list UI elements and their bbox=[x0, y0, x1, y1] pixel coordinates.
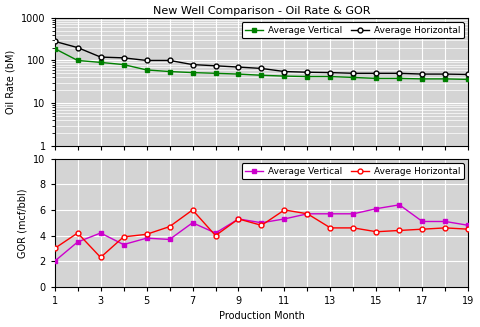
Average Horizontal bbox=[167, 225, 172, 229]
Average Vertical bbox=[52, 46, 58, 50]
Average Vertical bbox=[236, 72, 241, 76]
Average Horizontal bbox=[144, 232, 149, 236]
Average Horizontal bbox=[190, 63, 195, 67]
Average Vertical bbox=[259, 221, 264, 225]
Average Vertical bbox=[190, 221, 195, 225]
Average Vertical bbox=[327, 75, 333, 78]
Average Horizontal bbox=[396, 229, 402, 232]
Average Horizontal bbox=[75, 46, 81, 50]
Line: Average Horizontal: Average Horizontal bbox=[52, 208, 471, 260]
Line: Average Vertical: Average Vertical bbox=[52, 46, 471, 82]
Average Vertical bbox=[52, 259, 58, 263]
Average Horizontal bbox=[305, 70, 311, 74]
Average Vertical bbox=[144, 68, 149, 72]
Average Horizontal bbox=[420, 72, 425, 76]
Average Vertical bbox=[327, 212, 333, 216]
Average Horizontal bbox=[167, 59, 172, 62]
Average Vertical bbox=[396, 203, 402, 207]
Average Horizontal bbox=[350, 71, 356, 75]
Average Vertical bbox=[282, 74, 288, 78]
Average Vertical bbox=[236, 217, 241, 221]
Average Horizontal bbox=[466, 227, 471, 231]
Average Vertical bbox=[373, 207, 379, 211]
Average Horizontal bbox=[396, 71, 402, 75]
Average Horizontal bbox=[52, 39, 58, 43]
Average Vertical bbox=[466, 223, 471, 227]
Average Vertical bbox=[420, 77, 425, 81]
Average Vertical bbox=[120, 243, 126, 247]
Average Vertical bbox=[190, 71, 195, 75]
Average Vertical bbox=[350, 76, 356, 79]
Average Vertical bbox=[259, 73, 264, 77]
Average Vertical bbox=[466, 77, 471, 81]
Average Horizontal bbox=[420, 227, 425, 231]
Average Horizontal bbox=[52, 247, 58, 250]
Average Horizontal bbox=[466, 73, 471, 77]
Average Vertical bbox=[98, 60, 104, 64]
Average Vertical bbox=[305, 75, 311, 78]
Average Vertical bbox=[420, 219, 425, 223]
Average Vertical bbox=[213, 231, 218, 235]
Average Horizontal bbox=[282, 70, 288, 74]
Average Vertical bbox=[443, 219, 448, 223]
Average Vertical bbox=[282, 217, 288, 221]
Average Vertical bbox=[98, 231, 104, 235]
Title: New Well Comparison - Oil Rate & GOR: New Well Comparison - Oil Rate & GOR bbox=[153, 6, 370, 16]
Average Horizontal bbox=[98, 55, 104, 59]
Average Horizontal bbox=[236, 65, 241, 69]
Average Horizontal bbox=[350, 226, 356, 230]
Average Vertical bbox=[120, 63, 126, 67]
Line: Average Vertical: Average Vertical bbox=[52, 202, 471, 264]
Average Vertical bbox=[213, 71, 218, 75]
Average Horizontal bbox=[259, 223, 264, 227]
X-axis label: Production Month: Production Month bbox=[218, 311, 304, 321]
Average Vertical bbox=[373, 77, 379, 80]
Average Horizontal bbox=[213, 233, 218, 237]
Average Vertical bbox=[396, 77, 402, 80]
Average Horizontal bbox=[327, 226, 333, 230]
Average Horizontal bbox=[373, 230, 379, 234]
Line: Average Horizontal: Average Horizontal bbox=[52, 39, 471, 77]
Average Horizontal bbox=[305, 212, 311, 216]
Average Horizontal bbox=[282, 208, 288, 212]
Average Vertical bbox=[144, 236, 149, 240]
Average Horizontal bbox=[443, 226, 448, 230]
Y-axis label: GOR (mcf/bbl): GOR (mcf/bbl) bbox=[18, 188, 28, 258]
Legend: Average Vertical, Average Horizontal: Average Vertical, Average Horizontal bbox=[241, 163, 464, 180]
Average Horizontal bbox=[144, 59, 149, 62]
Average Horizontal bbox=[120, 56, 126, 60]
Average Horizontal bbox=[373, 71, 379, 75]
Average Vertical bbox=[167, 237, 172, 241]
Y-axis label: Oil Rate (bM): Oil Rate (bM) bbox=[6, 50, 15, 114]
Average Vertical bbox=[305, 212, 311, 216]
Average Vertical bbox=[167, 70, 172, 74]
Average Horizontal bbox=[443, 72, 448, 76]
Average Horizontal bbox=[213, 64, 218, 68]
Average Horizontal bbox=[98, 255, 104, 259]
Legend: Average Vertical, Average Horizontal: Average Vertical, Average Horizontal bbox=[241, 22, 464, 39]
Average Horizontal bbox=[327, 71, 333, 75]
Average Horizontal bbox=[120, 235, 126, 239]
Average Horizontal bbox=[75, 231, 81, 235]
Average Vertical bbox=[350, 212, 356, 216]
Average Vertical bbox=[75, 59, 81, 62]
Average Vertical bbox=[75, 240, 81, 244]
Average Vertical bbox=[443, 77, 448, 81]
Average Horizontal bbox=[259, 66, 264, 70]
Average Horizontal bbox=[190, 208, 195, 212]
Average Horizontal bbox=[236, 217, 241, 221]
